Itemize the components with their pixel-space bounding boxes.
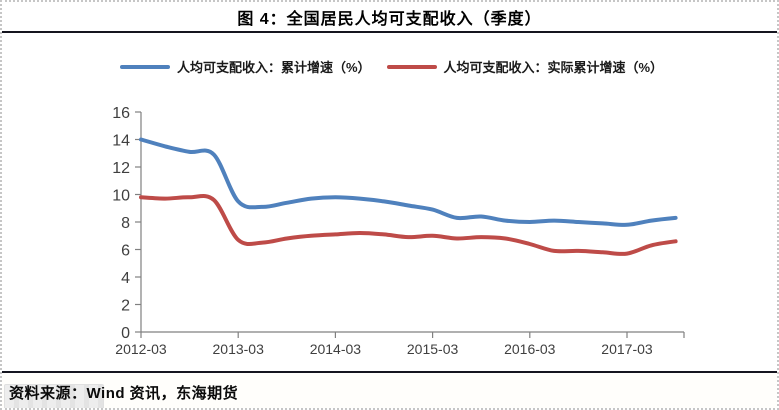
legend-label: 人均可支配收入：实际累计增速（%） xyxy=(443,60,664,75)
x-tick-label: 2012-03 xyxy=(115,341,167,357)
watermark xyxy=(4,384,104,408)
series-line-real-growth xyxy=(139,194,678,256)
y-tick-label: 2 xyxy=(121,298,130,315)
legend-line-swatch-red xyxy=(386,64,437,69)
y-tick-label: 8 xyxy=(121,215,130,232)
y-tick-label: 12 xyxy=(112,160,130,177)
y-tick-label: 10 xyxy=(112,188,130,205)
y-tick-label: 0 xyxy=(121,325,130,342)
x-tick-label: 2015-03 xyxy=(407,341,459,357)
y-tick-label: 16 xyxy=(112,105,130,122)
legend-line-swatch-blue xyxy=(119,64,170,69)
source-bar: 资料来源：Wind 资讯，东海期货 xyxy=(2,371,777,408)
legend-item-nominal: 人均可支配收入：累计增速（%） xyxy=(119,57,371,76)
source-note: 资料来源：Wind 资讯，东海期货 xyxy=(9,385,239,402)
y-tick-label: 4 xyxy=(121,270,130,287)
y-tick-label: 6 xyxy=(121,243,130,260)
chart-area: 人均可支配收入：累计增速（%） 人均可支配收入：实际累计增速（%） 0 2 4 6 8 1… xyxy=(2,35,777,371)
legend-label: 人均可支配收入：累计增速（%） xyxy=(176,60,371,75)
line-chart: 0 2 4 6 8 10 12 14 16 2012-03 2013-03 2014-03 2015-0… xyxy=(112,105,685,357)
legend: 人均可支配收入：累计增速（%） 人均可支配收入：实际累计增速（%） xyxy=(2,57,777,76)
x-tick-label: 2013-03 xyxy=(213,341,265,357)
chart-title: 图 4：全国居民人均可支配收入（季度） xyxy=(237,10,542,28)
x-tick-label: 2017-03 xyxy=(601,341,653,357)
x-tick-label: 2016-03 xyxy=(504,341,556,357)
y-tick-label: 14 xyxy=(112,133,130,150)
legend-item-real: 人均可支配收入：实际累计增速（%） xyxy=(386,57,664,76)
x-tick-label: 2014-03 xyxy=(310,341,362,357)
series-line-nominal-growth xyxy=(139,137,678,227)
title-bar: 图 4：全国居民人均可支配收入（季度） xyxy=(2,2,777,33)
